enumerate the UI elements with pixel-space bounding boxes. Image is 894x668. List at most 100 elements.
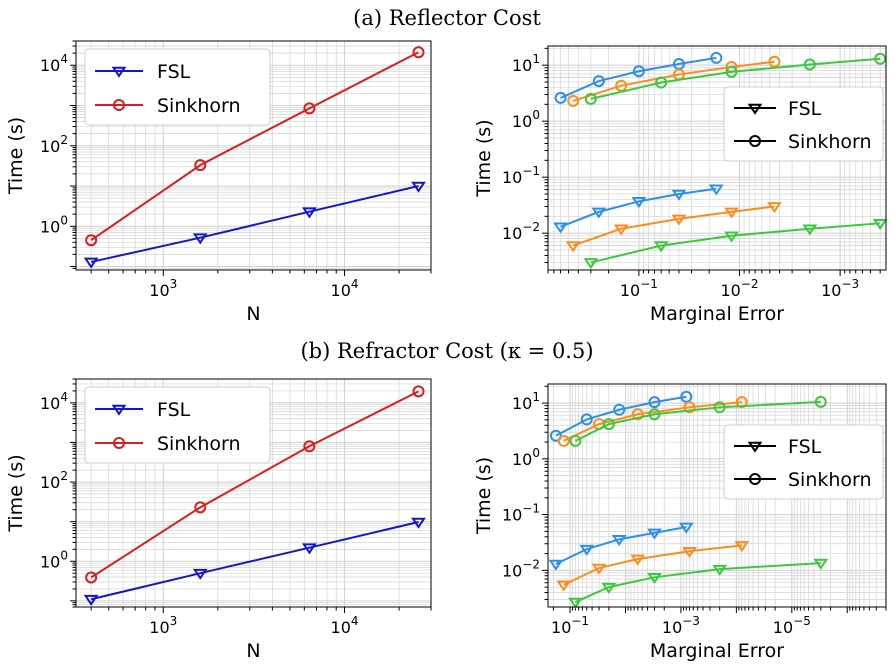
series-green-circle (584, 52, 887, 105)
y-tick-label: 100 (512, 446, 540, 469)
data-point (735, 396, 748, 409)
series-sinkhorn (85, 385, 425, 584)
series-green-circle (569, 395, 827, 447)
data-point (411, 181, 426, 193)
x-tick-label: 104 (331, 614, 359, 637)
x-tick-label: 10−3 (821, 277, 859, 300)
x-tick-label: 103 (149, 614, 177, 637)
y-tick-label: 104 (40, 390, 68, 413)
series-line (555, 525, 687, 565)
data-point (710, 51, 723, 64)
legend-marker (113, 437, 125, 449)
legend-marker (111, 404, 127, 416)
chart-b-right: 10−1 10−3 10−5 10−2 10−1 100 101 Marginal Error… (473, 383, 887, 662)
data-point (553, 222, 568, 234)
series-line (90, 185, 419, 263)
data-point (708, 184, 724, 196)
y-axis-label: Time (s) (473, 119, 495, 197)
data-point (874, 52, 887, 65)
plot-frame (547, 383, 887, 608)
y-axis-label: Time (s) (5, 117, 27, 195)
data-point (580, 413, 593, 426)
data-point (602, 418, 615, 431)
data-point (302, 207, 317, 219)
legend: FSL Sinkhorn (723, 86, 884, 162)
series-green-triangle-down (583, 219, 888, 270)
x-axis-label: Marginal Error (650, 303, 784, 325)
data-point (631, 408, 644, 421)
x-axis-label: N (246, 303, 260, 325)
data-point (671, 214, 687, 226)
data-point (653, 241, 669, 253)
data-point (630, 554, 646, 566)
data-point (611, 535, 627, 547)
data-point (303, 102, 316, 115)
plot-frame (75, 378, 432, 608)
y-tick-label: 100 (512, 108, 540, 131)
legend-label: FSL (157, 61, 191, 83)
x-tick-label: 10−2 (720, 277, 758, 300)
data-point (712, 564, 728, 576)
data-point (724, 231, 739, 243)
legend-marker (747, 441, 763, 453)
series-line (555, 395, 687, 437)
data-point (678, 522, 694, 534)
y-tick-label: 102 (40, 469, 68, 492)
series-line (572, 205, 775, 247)
data-point (592, 75, 605, 88)
data-point (569, 434, 582, 447)
x-tick-label: 103 (149, 277, 177, 300)
series-blue-circle (549, 390, 693, 442)
series-blue-triangle-down (553, 184, 724, 234)
series-blue-triangle-down (548, 522, 694, 571)
legend: FSL Sinkhorn (84, 386, 271, 464)
series-line (574, 400, 821, 442)
series-orange-circle (557, 396, 748, 447)
tick-marks (70, 378, 432, 613)
y-tick-label: 101 (512, 52, 540, 75)
data-point (802, 224, 818, 236)
data-point (631, 197, 647, 209)
series-sinkhorn (85, 46, 425, 247)
x-tick-label: 10−1 (620, 277, 658, 300)
data-point (647, 528, 662, 540)
x-tick-label: 104 (331, 277, 359, 300)
data-point (648, 408, 661, 421)
data-point (648, 396, 661, 409)
legend-box (723, 86, 884, 162)
legend-marker (113, 99, 125, 111)
data-point (194, 501, 207, 514)
data-point (565, 241, 581, 253)
data-point (302, 543, 317, 555)
series-line (572, 60, 775, 102)
chart-b-left: 103 104 100 102 104 N Time (s) FSL Sinkhorn (5, 378, 432, 662)
legend-label: FSL (788, 98, 822, 120)
x-axis-label: Marginal Error (650, 640, 784, 662)
data-point (548, 559, 564, 571)
tick-marks (542, 385, 887, 613)
series-line (90, 390, 419, 579)
legend-label: FSL (788, 436, 822, 458)
y-tick-label: 104 (40, 52, 68, 75)
legend-marker (749, 135, 761, 147)
data-point (680, 390, 693, 403)
series-line (590, 57, 881, 100)
data-point (613, 403, 626, 416)
legend: FSL Sinkhorn (723, 424, 884, 500)
data-point (584, 92, 597, 105)
legend-label: Sinkhorn (157, 95, 241, 117)
data-point (85, 234, 98, 247)
data-point (767, 202, 782, 214)
series-line (590, 222, 881, 264)
y-tick-label: 100 (40, 548, 68, 571)
data-point (583, 258, 599, 270)
heading-refractor-cost: (b) Refractor Cost (κ = 0.5) (300, 339, 594, 363)
y-tick-label: 10−2 (502, 557, 540, 580)
y-tick-label: 102 (40, 133, 68, 156)
plot-frame (75, 40, 432, 271)
legend-label: FSL (157, 399, 191, 421)
y-axis-label: Time (s) (5, 454, 27, 532)
data-point (567, 94, 580, 107)
data-point (601, 582, 617, 594)
data-point (85, 571, 98, 584)
